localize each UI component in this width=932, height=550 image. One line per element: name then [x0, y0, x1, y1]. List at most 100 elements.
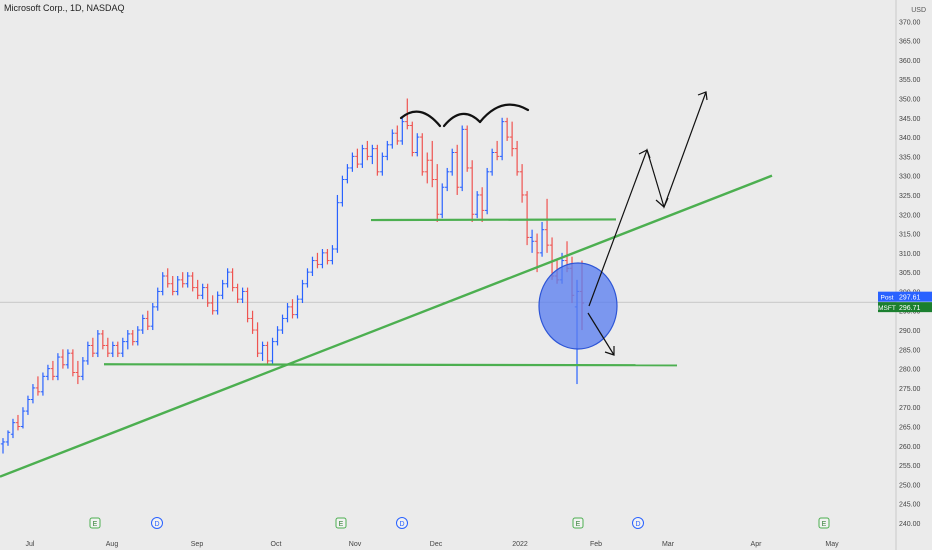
- ohlc-bar: [230, 268, 235, 292]
- ohlc-bar: [335, 194, 340, 253]
- x-tick-label: Mar: [662, 541, 675, 548]
- price-badge-label-bg: [878, 291, 896, 302]
- earnings-marker: E: [335, 517, 347, 529]
- price-badge-label-bg: [878, 302, 896, 313]
- price-badge-value: 296.71: [899, 305, 921, 312]
- ohlc-bar: [10, 418, 16, 439]
- y-tick-label: 275.00: [899, 386, 921, 393]
- pattern-arc: [442, 112, 482, 128]
- ohlc-bar: [105, 337, 111, 358]
- ohlc-bar: [60, 349, 66, 369]
- ohlc-bar: [489, 148, 495, 176]
- y-tick-label: 320.00: [899, 212, 921, 219]
- ohlc-bar: [75, 360, 81, 385]
- ohlc-bar: [440, 183, 445, 219]
- ohlc-bar: [200, 283, 205, 300]
- ohlc-bar: [499, 117, 505, 161]
- ohlc-bar: [365, 140, 370, 161]
- ohlc-bar: [400, 117, 405, 145]
- ohlc-bar: [504, 117, 510, 141]
- earnings-marker-box: [572, 517, 584, 529]
- dividend-marker-circle: [396, 517, 408, 529]
- ohlc-bar: [494, 140, 500, 161]
- ohlc-bar: [220, 279, 225, 300]
- ohlc-bar: [355, 148, 360, 168]
- ohlc-bar: [170, 276, 175, 296]
- x-tick-label: Feb: [590, 541, 602, 548]
- ohlc-bar: [110, 341, 116, 358]
- y-tick-label: 305.00: [899, 270, 921, 277]
- ohlc-bar: [225, 268, 230, 288]
- y-tick-label: 330.00: [899, 174, 921, 181]
- ohlc-bar: [380, 152, 385, 176]
- ohlc-bar: [430, 140, 435, 188]
- y-tick-label: 325.00: [899, 193, 921, 200]
- y-tick-label: 365.00: [899, 39, 921, 46]
- ohlc-bar: [330, 245, 335, 265]
- ohlc-bar: [120, 337, 125, 358]
- ohlc-bar: [140, 314, 145, 334]
- ohlc-bar: [80, 357, 86, 381]
- y-tick-label: 250.00: [899, 482, 921, 489]
- price-badge-value-bg: [896, 291, 932, 302]
- ohlc-bar: [265, 341, 270, 365]
- ohlc-bar: [130, 330, 135, 346]
- price-badge: Post 297.61: [878, 291, 932, 302]
- ohlc-bar: [370, 144, 375, 165]
- y-tick-label: 355.00: [899, 77, 921, 84]
- ohlc-bar: [40, 372, 46, 396]
- ohlc-bar: [0, 438, 6, 454]
- ohlc-bar: [145, 310, 150, 331]
- y-tick-label: 260.00: [899, 444, 921, 451]
- ohlc-bar: [35, 376, 41, 396]
- projection-path: [587, 312, 615, 356]
- highlight-circle: [538, 262, 618, 350]
- arrowhead: [604, 346, 615, 356]
- ohlc-bar: [450, 148, 455, 176]
- ohlc-bar: [325, 248, 330, 265]
- earnings-marker: E: [89, 517, 101, 529]
- ohlc-bar: [395, 125, 400, 145]
- ohlc-bar: [55, 353, 61, 381]
- dividend-marker: D: [632, 517, 644, 529]
- y-tick-label: 245.00: [899, 502, 921, 509]
- ohlc-bar: [210, 295, 215, 315]
- x-tick-label: Dec: [430, 541, 443, 548]
- earnings-marker-box: [818, 517, 830, 529]
- price-axis: 240.00 245.00 250.00 255.00 260.00 265.00 270.…: [895, 0, 921, 550]
- earnings-marker: E: [572, 517, 584, 529]
- x-tick-label: 2022: [512, 541, 528, 548]
- ohlc-bar: [180, 272, 185, 288]
- ohlc-bar: [435, 164, 440, 222]
- y-tick-label: 270.00: [899, 405, 921, 412]
- ohlc-bar: [534, 233, 540, 273]
- ohlc-bar: [165, 268, 170, 288]
- projection-path: [588, 91, 707, 307]
- ohlc-bar: [300, 279, 305, 304]
- ohlc-bar: [255, 322, 260, 358]
- ohlc-bar: [290, 299, 295, 319]
- event-marker-label: D: [399, 521, 404, 528]
- arrowhead: [697, 91, 708, 101]
- ohlc-bar: [275, 326, 280, 346]
- support-line: [103, 363, 678, 367]
- y-tick-label: 255.00: [899, 463, 921, 470]
- y-tick-label: 345.00: [899, 116, 921, 123]
- dividend-marker-circle: [632, 517, 644, 529]
- ohlc-bar: [340, 175, 345, 207]
- rising-trendline: [0, 174, 773, 478]
- ohlc-bar: [160, 272, 165, 296]
- ohlc-bar: [85, 341, 91, 365]
- ohlc-bar: [484, 167, 490, 215]
- ohlc-bar: [155, 287, 160, 311]
- ohlc-bar: [15, 414, 21, 431]
- price-badge: MSFT 296.71: [878, 302, 932, 313]
- ohlc-bar: [215, 291, 220, 315]
- ohlc-bar: [115, 341, 121, 358]
- ohlc-bar: [30, 384, 36, 404]
- ohlc-bar: [245, 287, 250, 323]
- ohlc-bar: [205, 283, 210, 307]
- projection-arrow-down: [587, 312, 615, 356]
